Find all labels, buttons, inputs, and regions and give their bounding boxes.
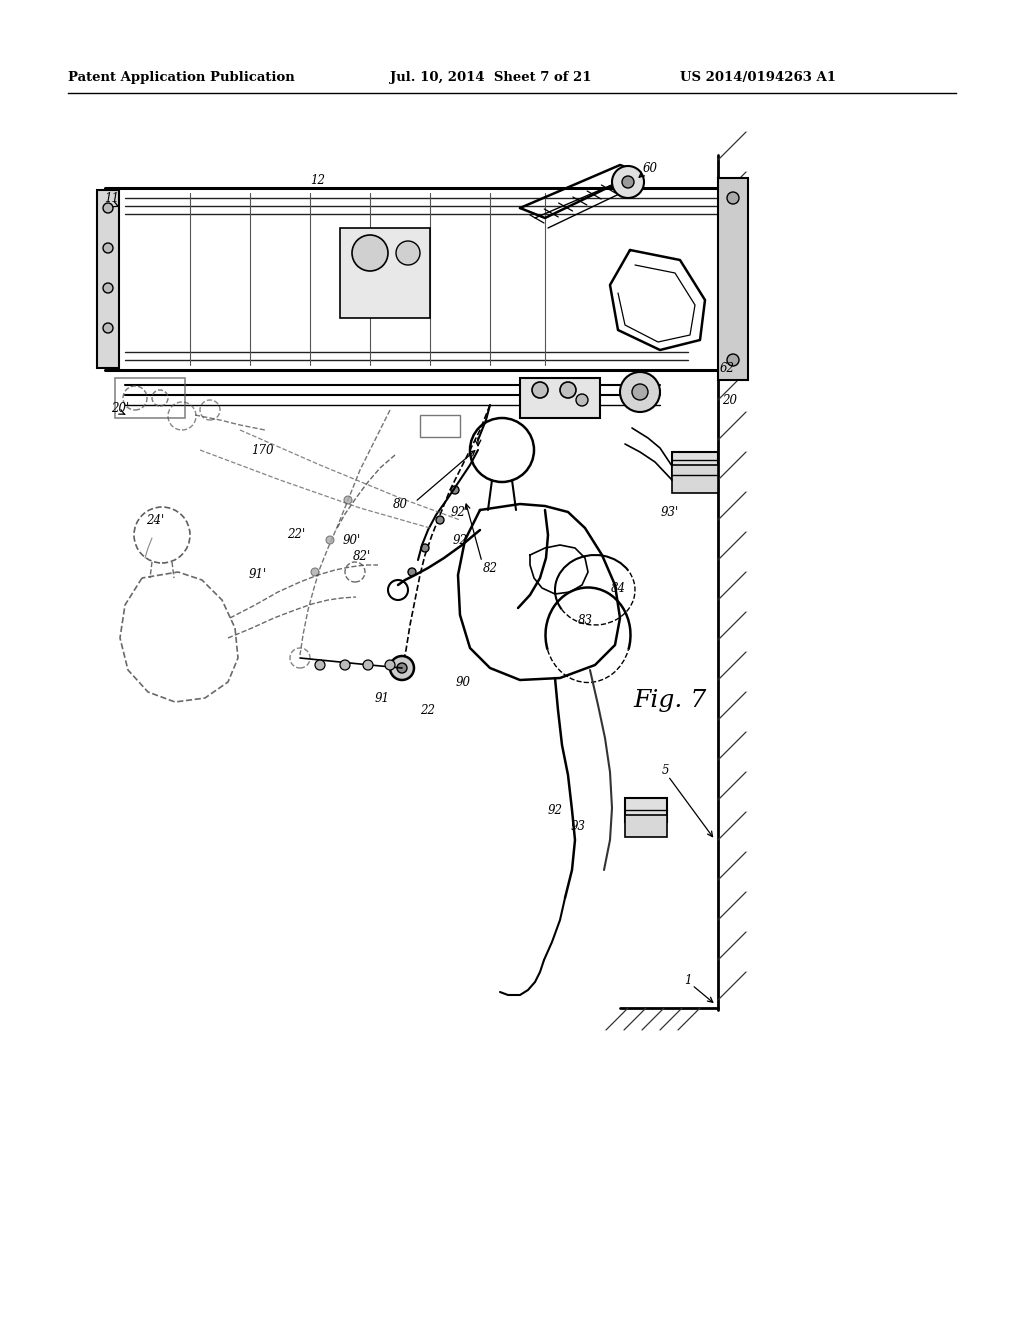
Text: 91': 91' — [249, 569, 267, 582]
Circle shape — [622, 176, 634, 187]
Text: 62: 62 — [720, 362, 735, 375]
Bar — [625, 799, 667, 822]
Text: 11: 11 — [104, 191, 120, 205]
Circle shape — [612, 166, 644, 198]
Circle shape — [727, 354, 739, 366]
Text: Fig. 7: Fig. 7 — [634, 689, 707, 711]
Circle shape — [340, 660, 350, 671]
Text: 20: 20 — [722, 393, 737, 407]
Circle shape — [408, 568, 416, 576]
Text: 93': 93' — [660, 506, 679, 519]
Text: 82': 82' — [353, 550, 371, 564]
Text: 84: 84 — [610, 582, 626, 594]
Text: 80: 80 — [392, 499, 408, 511]
Circle shape — [575, 393, 588, 407]
Bar — [420, 414, 460, 437]
Text: 22: 22 — [421, 704, 435, 717]
Circle shape — [396, 242, 420, 265]
Circle shape — [385, 660, 395, 671]
Bar — [340, 228, 430, 318]
Circle shape — [397, 663, 407, 673]
Circle shape — [390, 656, 414, 680]
Circle shape — [352, 235, 388, 271]
Circle shape — [326, 536, 334, 544]
Bar — [520, 378, 600, 418]
Text: 83: 83 — [578, 614, 593, 627]
Text: 90': 90' — [343, 533, 361, 546]
Circle shape — [103, 203, 113, 213]
Bar — [672, 451, 718, 480]
Circle shape — [632, 384, 648, 400]
Text: 24': 24' — [145, 513, 164, 527]
Circle shape — [560, 381, 575, 399]
Circle shape — [451, 486, 459, 494]
Text: 12: 12 — [310, 173, 326, 186]
Circle shape — [436, 516, 444, 524]
Circle shape — [620, 372, 660, 412]
Circle shape — [311, 568, 319, 576]
Circle shape — [103, 282, 113, 293]
Text: Jul. 10, 2014  Sheet 7 of 21: Jul. 10, 2014 Sheet 7 of 21 — [390, 71, 592, 84]
Circle shape — [362, 660, 373, 671]
Text: 22': 22' — [287, 528, 305, 541]
Text: 1: 1 — [684, 974, 692, 986]
Bar — [672, 465, 718, 492]
Circle shape — [344, 496, 352, 504]
Bar — [97, 190, 119, 368]
Text: 90: 90 — [456, 676, 470, 689]
Text: Patent Application Publication: Patent Application Publication — [68, 71, 295, 84]
Text: 60: 60 — [642, 161, 657, 174]
Circle shape — [532, 381, 548, 399]
Text: 92: 92 — [453, 533, 468, 546]
Circle shape — [421, 544, 429, 552]
Circle shape — [727, 191, 739, 205]
Bar — [718, 178, 748, 380]
Text: 20': 20' — [111, 401, 129, 414]
Text: 82: 82 — [482, 561, 498, 574]
Text: 93: 93 — [570, 820, 586, 833]
Text: 5: 5 — [662, 763, 669, 776]
Text: 170: 170 — [251, 444, 273, 457]
Text: US 2014/0194263 A1: US 2014/0194263 A1 — [680, 71, 836, 84]
Circle shape — [103, 323, 113, 333]
Bar — [625, 814, 667, 837]
Circle shape — [103, 243, 113, 253]
Text: 91: 91 — [375, 692, 389, 705]
Circle shape — [315, 660, 325, 671]
Bar — [115, 378, 185, 418]
Text: 92': 92' — [451, 506, 469, 519]
Text: 92: 92 — [548, 804, 562, 817]
